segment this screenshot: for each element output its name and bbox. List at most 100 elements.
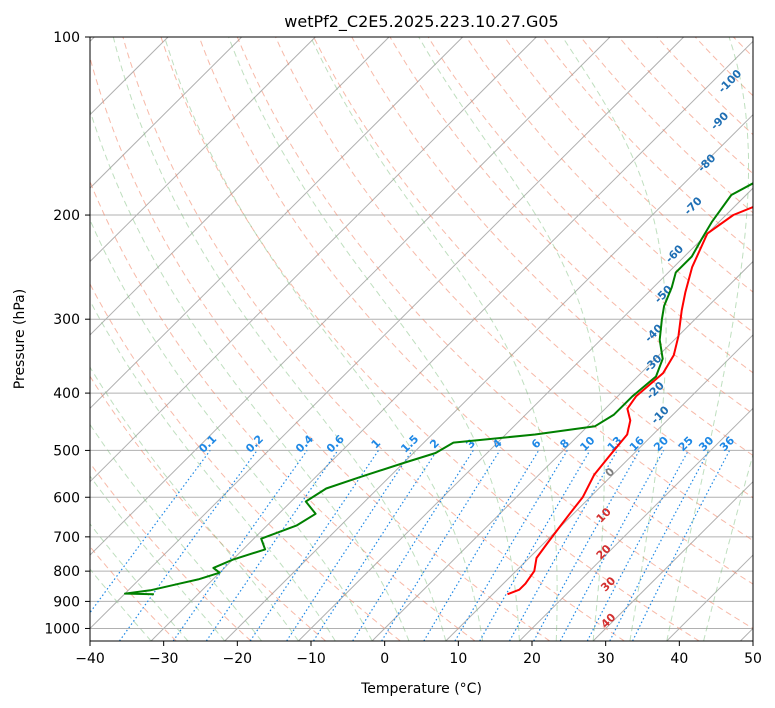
moist-adiabat-label: 30 [598,574,618,594]
mixing-ratio-label: 0.6 [324,432,347,455]
mixing-ratio-line [559,450,665,641]
moist-adiabat [90,523,189,641]
moist-adiabat [90,423,262,641]
isotherm [90,37,685,630]
isotherm [90,37,390,336]
isotherm [445,334,753,641]
mixing-ratio-line [632,450,731,641]
mixing-ratio-line [508,450,618,641]
profile-lines [124,182,753,596]
moist-adiabat [112,37,447,641]
line-labels: 0.1 0.2 0.4 0.6 1 1.5 2 3 4 6 8 10 13 16 20 25 30 36-100-… [196,67,744,631]
dry-adiabat [160,37,700,641]
isotherm [90,37,316,263]
y-tick-label: 400 [53,386,80,402]
moist-adiabat [228,37,520,641]
isotherm-label: -90 [708,109,731,132]
isotherm [150,40,753,641]
dry-adiabat [90,282,401,641]
mixing-ratio-line [454,450,568,641]
moist-adiabat [164,37,484,641]
y-tick-label: 500 [53,443,80,459]
isotherm [90,37,464,409]
mixing-ratio-label: 8 [557,437,572,452]
moist-adiabat [90,108,410,641]
dry-adiabat [90,375,326,641]
x-tick-label: −40 [75,651,105,667]
y-tick-label: 800 [53,564,80,580]
x-tick-label: 10 [449,651,467,667]
moist-adiabat-label: 40 [598,611,618,631]
y-axis-label: Pressure (hPa) [12,289,28,389]
moist-adiabat [310,37,558,641]
isotherm [90,37,537,483]
plot-frame [89,36,754,642]
x-tick-label: 0 [380,651,389,667]
isotherm-label: -10 [649,403,672,426]
x-tick-label: 50 [744,651,762,667]
dry-adiabat [313,37,753,499]
moist-adiabat [90,218,373,641]
y-tick-label: 1000 [44,621,80,637]
x-tick-label: 20 [523,651,541,667]
x-axis-label: Temperature (°C) [360,681,482,697]
dry-adiabat [503,37,753,293]
dry-adiabat [275,37,753,542]
moist-adiabat-label: 10 [594,505,614,525]
x-tick-label: 40 [670,651,688,667]
isotherm [371,260,753,641]
y-tick-label: 700 [53,530,80,546]
dry-adiabat [772,37,775,641]
moist-adiabat [418,37,605,641]
moist-adiabat [703,452,753,641]
dry-adiabat [90,55,550,641]
dry-adiabat [465,37,753,333]
mixing-ratio-label: 0.2 [243,432,266,455]
isotherm [519,407,753,641]
mixing-ratio-label: 2 [427,437,442,452]
mixing-ratio-line [119,450,258,641]
moist-adiabat [90,568,152,641]
background-lines [90,37,775,641]
mixing-ratio-line [249,450,379,641]
x-tick-label: −30 [149,651,179,667]
y-tick-label: 900 [53,594,80,610]
temperature-profile [507,205,753,596]
mixing-ratio-line [90,450,211,614]
mixing-ratio-label: 25 [676,434,696,454]
mixing-ratio-label: 0.1 [196,432,219,455]
y-tick-label: 100 [53,30,80,46]
isotherm [224,114,753,641]
isotherm [90,37,611,556]
mixing-ratio-line [381,450,501,641]
moist-adiabat [666,37,749,641]
isotherm-label: -60 [663,242,686,265]
mixing-ratio-line [205,450,339,641]
x-tick-label: −20 [223,651,253,667]
isotherm-label: -70 [682,194,705,217]
x-axis: −40 −30 −20 −10 0 10 20 30 40 50 [75,641,762,667]
moist-adiabat [562,37,667,641]
mixing-ratio-label: 1.5 [398,432,421,455]
y-tick-label: 600 [53,490,80,506]
dewpoint-profile [124,182,753,596]
dry-adiabat [198,37,753,630]
isotherm [90,37,243,189]
mixing-ratio-line [172,450,308,641]
y-tick-label: 200 [53,208,80,224]
dry-adiabat [694,37,753,97]
dry-adiabat [236,37,753,585]
moist-adiabat [90,475,226,641]
mixing-ratio-line [352,450,474,641]
dry-adiabat [90,462,252,641]
isotherm-label: -80 [695,151,718,174]
mixing-ratio-label: 0.4 [293,432,316,455]
x-tick-label: −10 [296,651,326,667]
y-axis: 100 200 300 400 500 600 700 800 900 1000 [44,30,90,637]
mixing-ratio-line [312,450,438,641]
x-tick-label: 30 [597,651,615,667]
moist-adiabat [90,299,336,641]
isotherm-label: -100 [716,67,745,96]
isotherm [592,480,753,641]
